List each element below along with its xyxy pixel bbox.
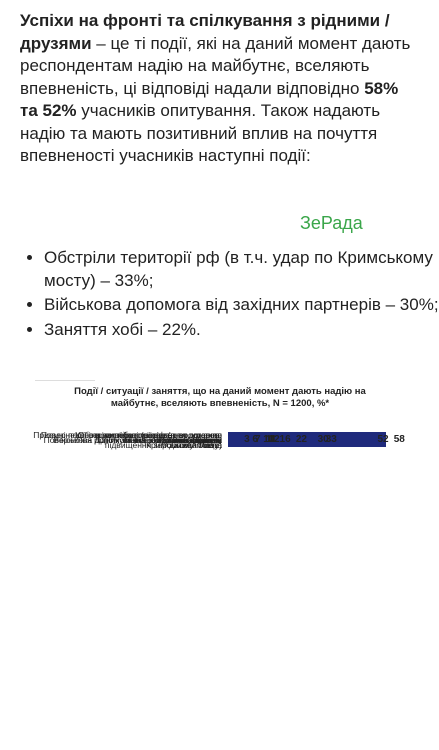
bullet: Військова допомога від західних партнері… xyxy=(44,294,439,317)
category-label: Інше xyxy=(203,434,222,445)
value-label: 3 xyxy=(244,434,250,445)
separator xyxy=(35,380,95,381)
category-label: Успіхи на роботі (кар'єрне зростання, пі… xyxy=(75,429,222,450)
bullet: Обстріли території рф (в т.ч. удар по Кр… xyxy=(44,247,439,292)
value-label: 10 xyxy=(263,434,275,445)
text-span: учасників опитування. Також надають наді… xyxy=(20,101,381,165)
value-label: 11 xyxy=(265,434,277,445)
value-label: 6 xyxy=(252,434,258,445)
text-span: Успіхи на фронті та спілкування з рідним… xyxy=(20,11,390,53)
value-label: 33 xyxy=(325,434,337,445)
chart: Успіхи на фронті 58 Спілкування з рідними/… xyxy=(0,428,439,738)
category-label: Успіхи на фронті xyxy=(156,434,222,445)
category-label: Повернення на постійне проживання до сво… xyxy=(40,429,222,450)
category-label: Спілкування з рідними/друзями xyxy=(97,434,222,445)
value-label: 12 xyxy=(268,434,280,445)
category-label: Заняття хобі xyxy=(172,434,222,445)
chart-title: Події / ситуації / заняття, що на даний … xyxy=(74,386,366,409)
bullet: Заняття хобі – 22%. xyxy=(44,319,439,342)
category-label: Обстріли території рф (в т.ч. удар по Кр… xyxy=(77,429,222,450)
category-label: Новини загалом xyxy=(158,434,222,445)
watermark: ЗеРада xyxy=(300,213,363,233)
category-label: Волонтерство xyxy=(166,434,222,445)
value-label: 22 xyxy=(295,434,307,445)
bar xyxy=(228,432,237,447)
category-label: Приємні події в родині (одруження, народ… xyxy=(33,429,222,450)
text-span: – це ті події, які на даний момент дають… xyxy=(20,33,411,98)
text-span: 58% та 52% xyxy=(20,78,399,121)
value-label: 7 xyxy=(255,434,261,445)
category-label: Навчання, саморозвиток xyxy=(124,434,222,445)
value-label: 16 xyxy=(279,434,291,445)
bullet-list: Обстріли території рф (в т.ч. удар по Кр… xyxy=(20,247,439,343)
value-label: 30 xyxy=(317,434,329,445)
value-label: 11 xyxy=(265,434,277,445)
category-label: Повернення рідних та знайомих з-за кордо… xyxy=(43,434,222,445)
category-label: Військова допомога від західних партнері… xyxy=(53,434,222,445)
paragraph: Успіхи на фронті та спілкування з рідним… xyxy=(20,10,415,168)
value-label: 52 xyxy=(377,434,389,445)
value-label: 58 xyxy=(393,434,405,445)
